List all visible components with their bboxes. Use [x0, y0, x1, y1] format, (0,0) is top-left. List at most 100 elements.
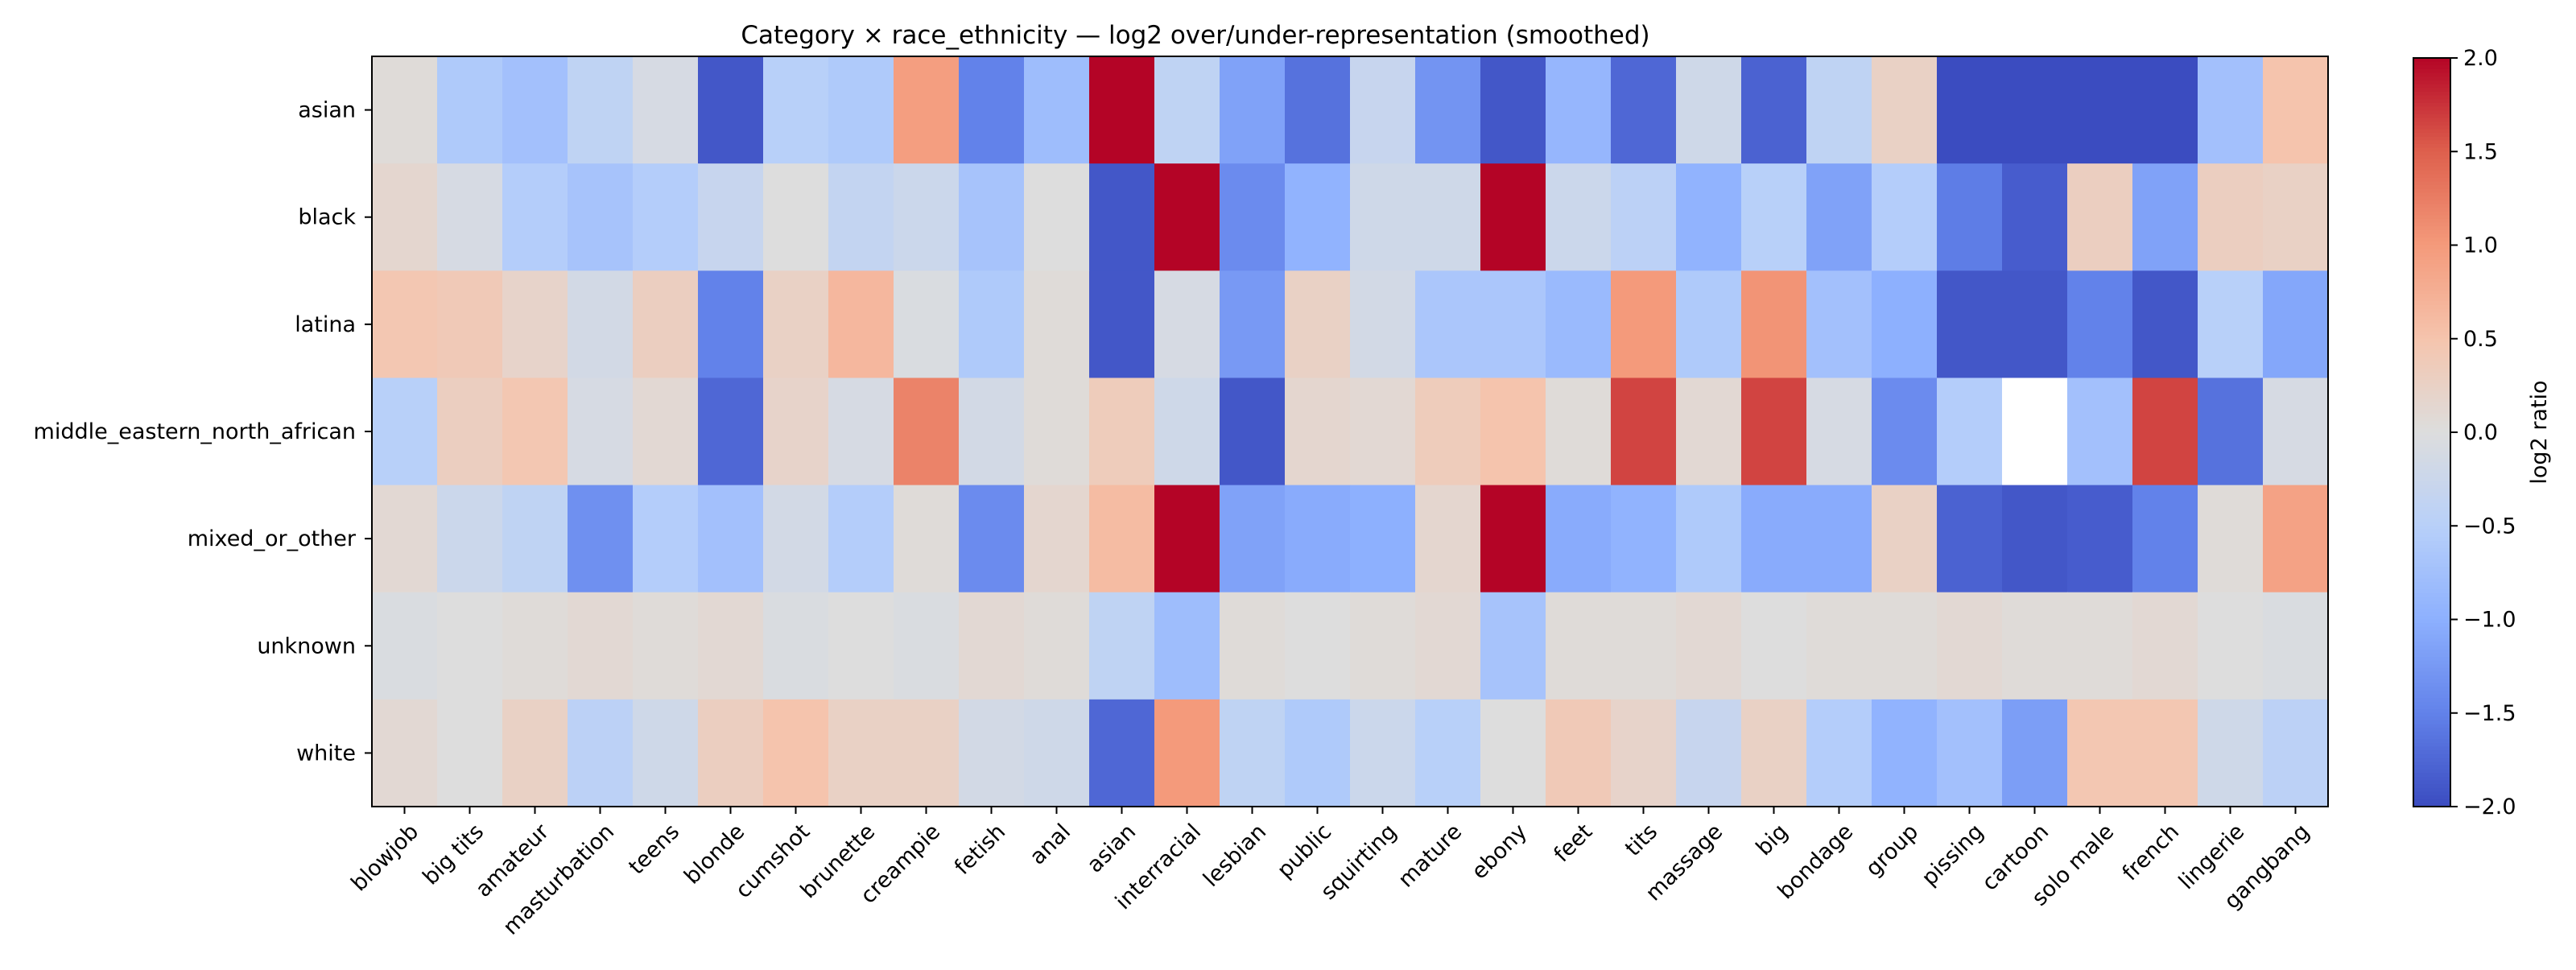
colorbar-segment: [2413, 215, 2450, 220]
colorbar-segment: [2413, 544, 2450, 549]
colorbar-segment: [2413, 507, 2450, 512]
heatmap-cell: [2263, 56, 2329, 164]
heatmap-cells: [372, 56, 2329, 807]
colorbar-segment: [2413, 435, 2450, 440]
heatmap-cell: [2067, 378, 2133, 486]
colorbar-segment: [2413, 297, 2450, 302]
colorbar-segment: [2413, 675, 2450, 680]
colorbar-segment: [2413, 559, 2450, 564]
heatmap-cell: [1872, 485, 1938, 593]
heatmap-cell: [1480, 163, 1546, 271]
heatmap-cell: [1415, 163, 1481, 271]
heatmap-cell: [1872, 592, 1938, 700]
colorbar-segment: [2413, 424, 2450, 429]
colorbar-segment: [2413, 372, 2450, 377]
colorbar-segment: [2413, 390, 2450, 396]
heatmap-cell: [959, 163, 1025, 271]
heatmap-cell: [372, 485, 438, 593]
heatmap-cell: [568, 56, 634, 164]
colorbar-tick-label: −2.0: [2463, 795, 2516, 819]
colorbar-segment: [2413, 582, 2450, 587]
heatmap-cell: [2067, 163, 2133, 271]
colorbar-segment: [2413, 432, 2450, 437]
heatmap-cell: [2198, 56, 2264, 164]
heatmap-cell: [1480, 592, 1546, 700]
colorbar-segment: [2413, 447, 2450, 452]
heatmap-cell: [372, 163, 438, 271]
colorbar-segment: [2413, 421, 2450, 426]
colorbar-segment: [2413, 88, 2450, 93]
heatmap-cell: [1024, 270, 1090, 379]
heatmap-cell: [763, 592, 829, 700]
colorbar-segment: [2413, 279, 2450, 283]
heatmap-cell: [633, 485, 699, 593]
heatmap-cell: [1415, 485, 1481, 593]
heatmap-cell: [2263, 699, 2329, 807]
heatmap-cell: [698, 592, 764, 700]
heatmap-cell: [763, 699, 829, 807]
heatmap-cell: [1806, 699, 1872, 807]
heatmap-cell: [828, 699, 894, 807]
colorbar-segment: [2413, 136, 2450, 141]
heatmap-cell: [1480, 485, 1546, 593]
heatmap-cell: [1480, 56, 1546, 164]
heatmap-cell: [1089, 270, 1155, 379]
heatmap-cell: [1089, 56, 1155, 164]
colorbar-segment: [2413, 338, 2450, 343]
heatmap-cell: [2132, 592, 2198, 700]
heatmap-cell: [763, 56, 829, 164]
heatmap-cell: [2198, 270, 2264, 379]
heatmap-cell: [1220, 378, 1286, 486]
heatmap-cell: [1415, 378, 1481, 486]
colorbar-segment: [2413, 286, 2450, 291]
colorbar-segment: [2413, 462, 2450, 467]
colorbar-segment: [2413, 481, 2450, 485]
colorbar-segment: [2413, 229, 2450, 235]
colorbar-segment: [2413, 615, 2450, 621]
x-tick-label: blowjob: [346, 819, 423, 897]
heatmap-cell: [959, 270, 1025, 379]
heatmap-cell: [437, 163, 503, 271]
colorbar-segment: [2413, 724, 2450, 729]
heatmap-cell: [1741, 56, 1807, 164]
colorbar-segment: [2413, 440, 2450, 444]
heatmap-cell: [2198, 485, 2264, 593]
colorbar-segment: [2413, 473, 2450, 478]
heatmap-cell: [1872, 163, 1938, 271]
heatmap-cell: [568, 485, 634, 593]
heatmap-cell: [1546, 378, 1612, 486]
heatmap-cell: [1546, 270, 1612, 379]
colorbar-segment: [2413, 327, 2450, 332]
heatmap-cell: [633, 270, 699, 379]
colorbar-segment: [2413, 260, 2450, 265]
colorbar-segment: [2413, 304, 2450, 310]
colorbar-segment: [2413, 410, 2450, 415]
colorbar-segment: [2413, 402, 2450, 407]
heatmap-cell: [437, 699, 503, 807]
colorbar-segment: [2413, 510, 2450, 515]
heatmap-cell: [1220, 699, 1286, 807]
heatmap-cell: [1741, 163, 1807, 271]
colorbar-tick-label: 1.5: [2463, 139, 2498, 164]
colorbar-segment: [2413, 780, 2450, 785]
heatmap-cell: [1806, 592, 1872, 700]
colorbar-segment: [2413, 237, 2450, 242]
colorbar-segment: [2413, 795, 2450, 800]
heatmap-cell: [1089, 592, 1155, 700]
y-tick-label: white: [296, 741, 356, 766]
colorbar-segment: [2413, 376, 2450, 381]
colorbar-segment: [2413, 80, 2450, 85]
x-tick-label: fetish: [950, 819, 1010, 880]
colorbar-segment: [2413, 485, 2450, 489]
heatmap-cell: [959, 378, 1025, 486]
heatmap-cell: [633, 163, 699, 271]
heatmap-cell: [2198, 378, 2264, 486]
heatmap-cell: [1285, 592, 1351, 700]
colorbar-segment: [2413, 735, 2450, 740]
heatmap-cell: [372, 56, 438, 164]
colorbar-segment: [2413, 551, 2450, 557]
heatmap-cell: [568, 270, 634, 379]
heatmap-cell: [894, 592, 960, 700]
colorbar-tick-label: 0.0: [2463, 420, 2498, 445]
